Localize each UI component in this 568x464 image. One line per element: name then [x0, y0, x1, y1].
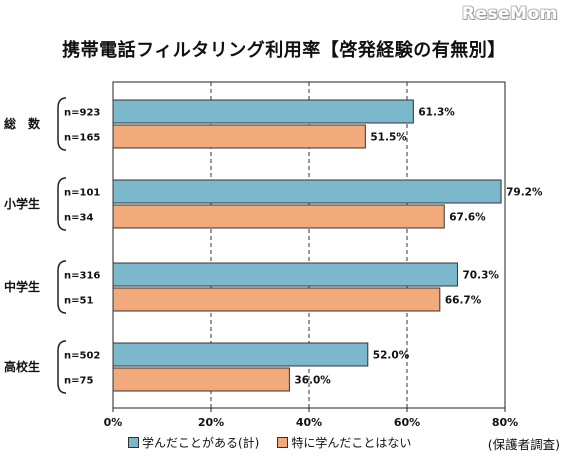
- bar-learned: [112, 262, 458, 287]
- x-tick-label: 0%: [104, 416, 123, 429]
- data-label: 61.3%: [418, 107, 455, 119]
- data-label: 67.6%: [449, 212, 486, 224]
- bar-not-learned: [112, 124, 366, 149]
- sample-size-label: n=923: [64, 108, 100, 119]
- bar-learned: [112, 342, 369, 367]
- legend-item-learned: 学んだことがある(計): [128, 434, 259, 451]
- sample-size-label: n=51: [64, 296, 93, 307]
- group-bracket: [57, 260, 67, 314]
- chart-title: 携帯電話フィルタリング利用率【啓発経験の有無別】: [62, 40, 506, 61]
- category-label: 中学生: [4, 279, 40, 294]
- category-label: 小学生: [4, 196, 40, 211]
- category-label: 高校生: [4, 359, 40, 374]
- data-label: 36.0%: [294, 375, 331, 387]
- legend-label-learned: 学んだことがある(計): [142, 436, 260, 450]
- group-bracket: [57, 177, 67, 231]
- resemom-watermark: ReseMom: [461, 4, 558, 24]
- chart-legend: 学んだことがある(計) 特に学んだことはない: [128, 434, 429, 451]
- bar-not-learned: [112, 367, 290, 392]
- sample-size-label: n=502: [64, 351, 100, 362]
- category-label: 総 数: [4, 116, 41, 131]
- sample-size-label: n=316: [64, 271, 100, 282]
- data-label: 70.3%: [462, 270, 499, 282]
- x-tick-label: 80%: [492, 416, 518, 429]
- bar-not-learned: [112, 287, 441, 312]
- bar-learned: [112, 179, 502, 204]
- sample-size-label: n=34: [64, 213, 93, 224]
- group-bracket: [57, 340, 67, 394]
- bar-learned: [112, 99, 414, 124]
- legend-label-not-learned: 特に学んだことはない: [291, 436, 412, 450]
- data-label: 66.7%: [445, 295, 482, 307]
- sample-size-label: n=165: [64, 133, 100, 144]
- source-note: (保護者調査): [487, 437, 560, 452]
- x-tick-label: 20%: [198, 416, 224, 429]
- data-label: 51.5%: [370, 132, 407, 144]
- bar-not-learned: [112, 204, 445, 229]
- data-label: 79.2%: [506, 187, 543, 199]
- sample-size-label: n=75: [64, 376, 93, 387]
- data-label: 52.0%: [373, 350, 410, 362]
- sample-size-label: n=101: [64, 188, 100, 199]
- legend-swatch-not-learned: [277, 437, 289, 448]
- x-tick-label: 40%: [296, 416, 322, 429]
- legend-swatch-learned: [128, 437, 139, 448]
- group-bracket: [57, 97, 67, 151]
- x-tick-label: 60%: [394, 416, 420, 429]
- legend-item-not-learned: 特に学んだことはない: [277, 434, 411, 451]
